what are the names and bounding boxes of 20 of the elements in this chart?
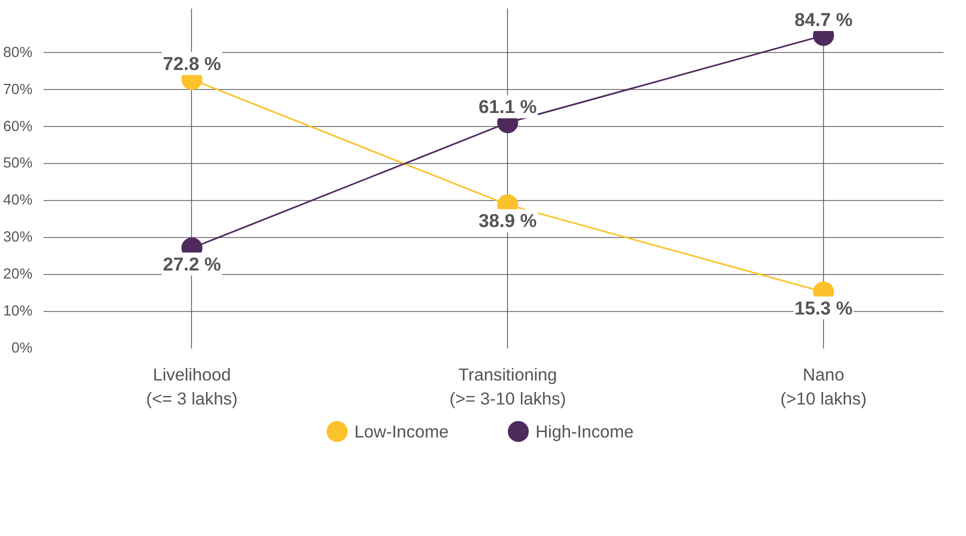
legend-label: Low-Income [354,422,449,442]
data-label: 38.9 % [478,210,538,232]
x-tick-label: Transitioning (>= 3-10 lakhs) [449,364,566,408]
y-tick-label: 50% [3,156,33,172]
y-tick-label: 0% [11,340,33,356]
x-tick-label: Nano (>10 lakhs) [780,364,867,408]
y-tick-label: 40% [3,192,33,209]
data-label: 61.1 % [478,96,538,118]
data-label: 15.3 % [794,297,853,318]
y-tick-label: 70% [3,82,33,98]
legend-label: High-Income [535,422,634,442]
data-label: 27.2 % [162,253,222,274]
y-tick-label: 20% [3,266,33,283]
data-label: 84.7 % [794,8,853,30]
y-tick-label: 30% [3,230,33,246]
x-tick-label: Livelihood (<= 3 lakhs) [146,364,238,408]
y-tick-label: 60% [3,118,33,135]
data-label: 72.8 % [162,52,222,74]
y-tick-label: 80% [3,44,33,61]
y-tick-label: 10% [3,304,33,320]
